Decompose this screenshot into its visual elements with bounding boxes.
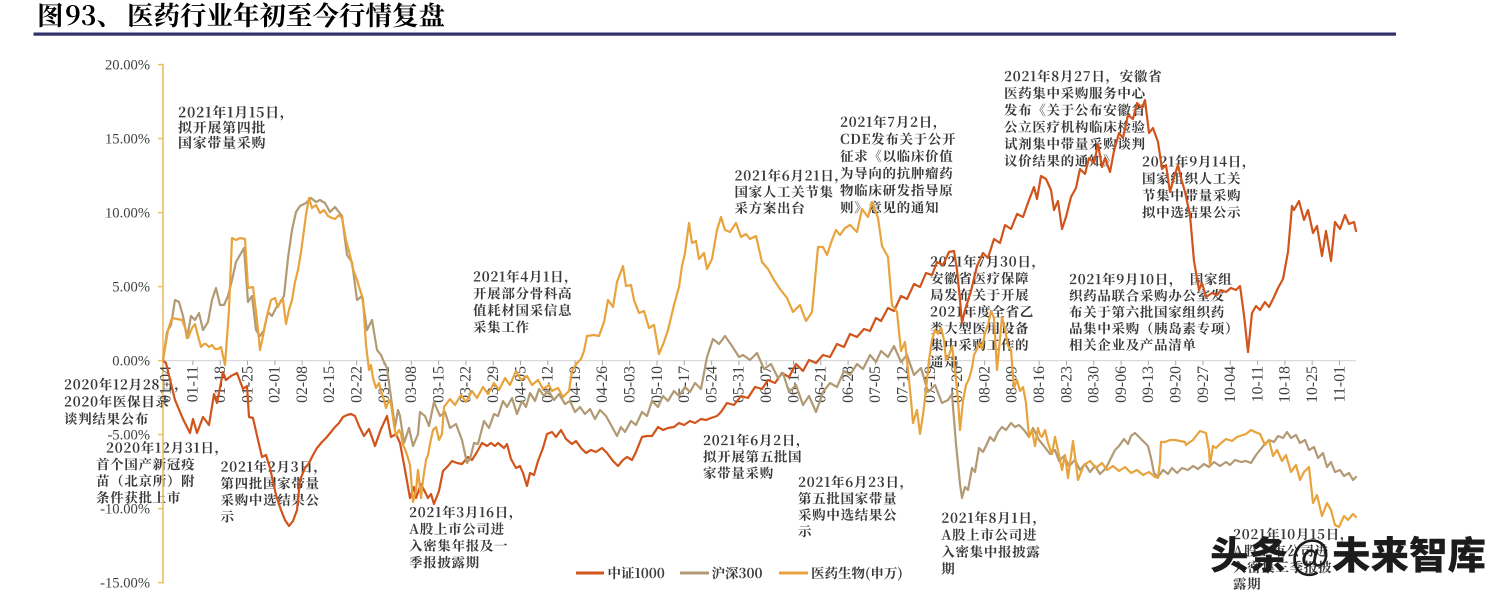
svg-text:11-01: 11-01: [1331, 366, 1348, 402]
svg-text:01-04: 01-04: [157, 366, 174, 403]
svg-text:5.00%: 5.00%: [112, 279, 150, 295]
svg-text:07-05: 07-05: [867, 366, 884, 403]
svg-text:08-02: 08-02: [976, 366, 993, 403]
svg-text:-10.00%: -10.00%: [100, 501, 150, 517]
svg-text:05-10: 05-10: [649, 366, 666, 403]
svg-text:07-12: 07-12: [895, 366, 912, 403]
svg-text:03-15: 03-15: [430, 366, 447, 403]
svg-text:06-28: 06-28: [840, 366, 857, 403]
svg-text:09-27: 09-27: [1195, 366, 1212, 403]
svg-text:01-11: 01-11: [185, 366, 202, 402]
svg-text:20.00%: 20.00%: [105, 57, 150, 73]
svg-text:10.00%: 10.00%: [105, 205, 150, 221]
svg-text:06-21: 06-21: [813, 366, 830, 403]
svg-text:05-24: 05-24: [703, 366, 720, 403]
svg-text:0.00%: 0.00%: [112, 353, 150, 369]
svg-text:-5.00%: -5.00%: [107, 427, 150, 443]
svg-text:05-03: 05-03: [622, 366, 639, 403]
svg-text:09-13: 09-13: [1140, 366, 1157, 403]
svg-text:06-07: 06-07: [758, 366, 775, 403]
svg-text:02-15: 02-15: [321, 366, 338, 403]
svg-text:01-25: 01-25: [239, 366, 256, 403]
svg-text:02-22: 02-22: [349, 366, 366, 403]
svg-text:09-20: 09-20: [1168, 366, 1185, 403]
svg-text:10-25: 10-25: [1304, 366, 1321, 403]
svg-text:04-05: 04-05: [512, 366, 529, 403]
svg-text:03-08: 03-08: [403, 366, 420, 403]
svg-text:08-16: 08-16: [1031, 366, 1048, 403]
svg-text:10-11: 10-11: [1249, 366, 1266, 402]
svg-text:02-01: 02-01: [267, 366, 284, 403]
svg-text:15.00%: 15.00%: [105, 131, 150, 147]
svg-text:08-23: 08-23: [1058, 366, 1075, 403]
svg-text:10-04: 10-04: [1222, 366, 1239, 403]
svg-text:-15.00%: -15.00%: [100, 575, 150, 591]
svg-text:07-26: 07-26: [949, 366, 966, 403]
svg-text:10-18: 10-18: [1277, 366, 1294, 403]
svg-text:02-08: 02-08: [294, 366, 311, 403]
svg-text:08-09: 08-09: [1004, 366, 1021, 403]
svg-text:05-17: 05-17: [676, 366, 693, 403]
svg-text:05-31: 05-31: [731, 366, 748, 403]
svg-text:09-06: 09-06: [1113, 366, 1130, 403]
svg-text:04-26: 04-26: [594, 366, 611, 403]
svg-text:08-30: 08-30: [1086, 366, 1103, 403]
